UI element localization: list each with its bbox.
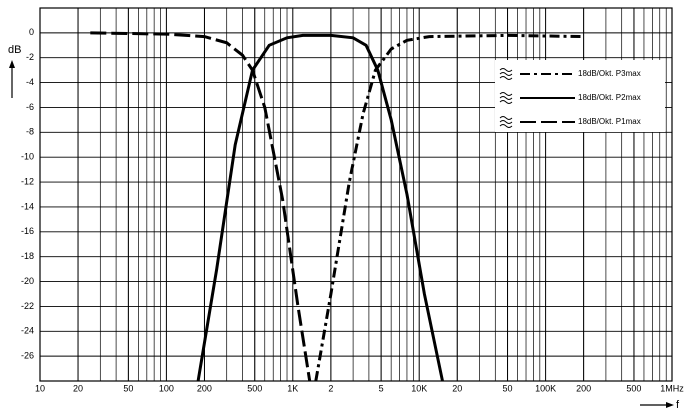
x-tick-label: 5 bbox=[379, 383, 384, 393]
x-tick-label: 50 bbox=[123, 383, 133, 393]
y-tick-label: -2 bbox=[26, 52, 34, 62]
x-arrow-head bbox=[666, 402, 674, 408]
y-tick-label: -22 bbox=[21, 301, 34, 311]
legend-symbol bbox=[499, 68, 513, 72]
y-axis-label: dB bbox=[8, 44, 21, 56]
series-line bbox=[196, 33, 444, 382]
x-tick-label: 500 bbox=[247, 383, 262, 393]
legend-symbol bbox=[499, 76, 513, 80]
x-tick-label: 2 bbox=[328, 383, 333, 393]
legend-box bbox=[495, 60, 665, 132]
legend-label: 18dB/Okt. P2max bbox=[578, 93, 641, 102]
y-tick-label: -20 bbox=[21, 276, 34, 286]
legend-symbol bbox=[499, 120, 513, 124]
x-tick-label: 100K bbox=[535, 383, 556, 393]
x-tick-label: 500 bbox=[626, 383, 641, 393]
x-tick-label: 20 bbox=[73, 383, 83, 393]
legend-label: 18dB/Okt. P3max bbox=[578, 69, 641, 78]
series-line bbox=[314, 33, 584, 382]
legend-symbol bbox=[499, 124, 513, 128]
y-tick-label: -8 bbox=[26, 127, 34, 137]
y-tick-label: -6 bbox=[26, 102, 34, 112]
x-tick-label: 1MHz bbox=[660, 383, 684, 393]
x-tick-label: 100 bbox=[159, 383, 174, 393]
y-tick-label: -14 bbox=[21, 201, 34, 211]
x-tick-label: 10 bbox=[35, 383, 45, 393]
y-tick-label: -26 bbox=[21, 351, 34, 361]
legend-symbol bbox=[499, 92, 513, 96]
y-tick-label: -18 bbox=[21, 251, 34, 261]
y-tick-label: 0 bbox=[29, 27, 34, 37]
plot-frame bbox=[39, 7, 673, 382]
x-tick-label: 10K bbox=[411, 383, 427, 393]
series-line bbox=[90, 31, 312, 382]
legend-symbol bbox=[499, 96, 513, 100]
y-tick-label: -16 bbox=[21, 226, 34, 236]
legend-symbol bbox=[499, 116, 513, 120]
x-tick-label: 200 bbox=[576, 383, 591, 393]
x-tick-label: 1K bbox=[287, 383, 298, 393]
legend-label: 18dB/Okt. P1max bbox=[578, 117, 641, 126]
y-tick-label: -24 bbox=[21, 326, 34, 336]
x-tick-label: 200 bbox=[197, 383, 212, 393]
legend-symbol bbox=[499, 72, 513, 76]
y-tick-label: -10 bbox=[21, 152, 34, 162]
legend-symbol bbox=[499, 100, 513, 104]
y-tick-label: -4 bbox=[26, 77, 34, 87]
x-tick-label: 50 bbox=[503, 383, 513, 393]
x-axis-label: f bbox=[676, 399, 680, 411]
y-tick-label: -12 bbox=[21, 176, 34, 186]
y-arrow-head bbox=[9, 60, 15, 68]
x-tick-label: 20 bbox=[452, 383, 462, 393]
